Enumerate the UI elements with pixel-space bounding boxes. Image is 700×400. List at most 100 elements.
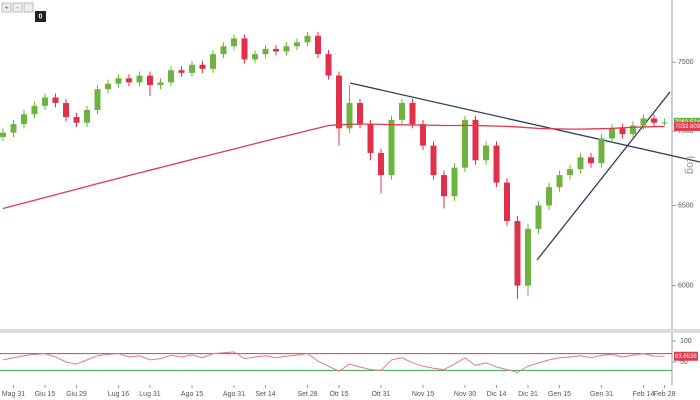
x-tick-label: Feb 14: [633, 391, 655, 398]
candle-body: [567, 169, 573, 176]
panel-separator: [0, 329, 700, 333]
candle-body: [619, 128, 626, 135]
candle-body: [588, 157, 594, 164]
x-tick-label: Ago 15: [181, 391, 203, 398]
x-tick-label: Nov 15: [412, 391, 434, 398]
candle-body: [504, 182, 510, 221]
candle-body: [189, 64, 195, 73]
candle-body: [157, 82, 164, 86]
moving-average: [2, 123, 665, 210]
badge-text: 0: [39, 13, 43, 20]
candle-body: [21, 114, 27, 125]
candle-body: [535, 205, 542, 229]
x-tick-label: Mag 31: [2, 391, 25, 398]
candle-body: [31, 105, 38, 115]
x-tick-label: Dic 14: [487, 391, 507, 398]
y-tick-label: 50: [680, 359, 688, 366]
candle-body: [493, 145, 500, 183]
candle-body: [472, 119, 479, 161]
zoom-out-button[interactable]: [12, 2, 23, 13]
x-tick-label: Gen 31: [590, 391, 613, 398]
rsi-line: [2, 351, 665, 374]
toolbar: + - 0: [1, 2, 46, 22]
price-tag: [674, 121, 700, 131]
candle-body: [609, 128, 615, 139]
x-tick-label: Gen 15: [548, 391, 571, 398]
candle-body: [168, 70, 174, 83]
candle-body: [94, 89, 101, 110]
x-tick-label: Dic 31: [518, 391, 538, 398]
candle-body: [430, 145, 437, 176]
candle-body: [283, 46, 290, 52]
zoom-in-icon: +: [4, 5, 8, 12]
candle-body: [640, 118, 647, 126]
candle-body: [514, 220, 521, 286]
candle-body: [378, 152, 384, 176]
zoom-in-button[interactable]: [1, 2, 12, 13]
candle-body: [420, 124, 426, 146]
candle-body: [598, 138, 605, 164]
candle-body: [315, 35, 321, 55]
candle-body: [10, 124, 17, 133]
x-tick-label: Set 14: [255, 391, 275, 398]
trendline: [536, 91, 671, 261]
value-tag-label: 63.6538: [675, 354, 697, 360]
candle-body: [661, 122, 668, 124]
fit-button[interactable]: [23, 2, 34, 13]
x-tick-label: Nov 30: [454, 391, 476, 398]
candle-body: [105, 83, 111, 90]
x-tick-label: Feb 28: [654, 391, 676, 398]
value-tag: [674, 351, 698, 361]
candle-body: [63, 103, 69, 118]
x-tick-label: Ago 31: [223, 391, 245, 398]
candle-body: [52, 97, 59, 104]
x-tick-label: Lug 16: [108, 391, 130, 398]
candle-body: [210, 54, 216, 69]
candle-body: [273, 48, 279, 52]
candle-body: [241, 38, 248, 60]
candle-body: [556, 175, 563, 188]
x-tick-label: Lug 31: [139, 391, 161, 398]
trendline: [349, 82, 700, 163]
y-tick-label: 6000: [678, 282, 694, 289]
x-tick-label: Giu 15: [35, 391, 56, 398]
candle-body: [367, 124, 374, 153]
x-tick-label: Set 28: [297, 391, 317, 398]
candle-body: [577, 157, 584, 170]
candle-body: [262, 48, 269, 55]
candle-body: [630, 125, 636, 135]
candle-body: [42, 97, 48, 106]
candle-body: [409, 103, 416, 125]
candle-body: [126, 78, 132, 83]
candle-body: [294, 42, 300, 47]
badge[interactable]: [35, 11, 46, 22]
candle-body: [441, 175, 447, 197]
candle-body: [252, 54, 258, 60]
x-tick-label: Giu 29: [66, 391, 87, 398]
x-tick-label: Ott 15: [329, 391, 348, 398]
candle-body: [115, 78, 122, 84]
candle-body: [651, 118, 657, 123]
candle-body: [346, 103, 353, 129]
candle-body: [357, 103, 363, 125]
candle-body: [84, 109, 90, 123]
candle-body: [136, 75, 143, 83]
candle-body: [546, 187, 552, 206]
candle-body: [73, 117, 80, 123]
candle-body: [178, 70, 185, 73]
y-tick-label: 6500: [678, 202, 694, 209]
candle-body: [325, 54, 332, 76]
candle-body: [0, 132, 6, 137]
candle-body: [220, 46, 227, 55]
y-tick-label: 7500: [678, 59, 694, 66]
x-tick-label: Ott 31: [371, 391, 390, 398]
candle-body: [451, 167, 458, 197]
candle-body: [399, 103, 405, 120]
candle-body: [304, 35, 311, 43]
candle-body: [199, 64, 206, 69]
candle-body: [388, 119, 395, 176]
candle-body: [525, 228, 531, 286]
candle-body: [483, 145, 489, 161]
